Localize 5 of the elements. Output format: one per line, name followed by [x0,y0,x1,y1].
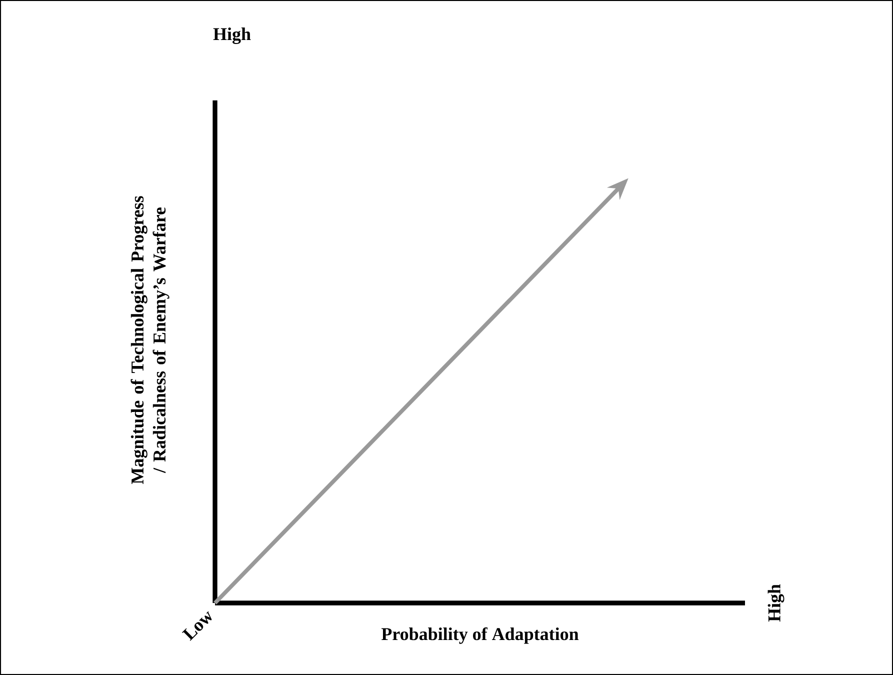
x-axis-title: Probability of Adaptation [381,627,579,644]
text: High [768,584,784,622]
text: Low [182,611,212,641]
text: High [213,28,251,44]
y-axis-title: Magnitude of Technological Progress / Radicalness of Enemy’s Warfare [130,196,170,484]
